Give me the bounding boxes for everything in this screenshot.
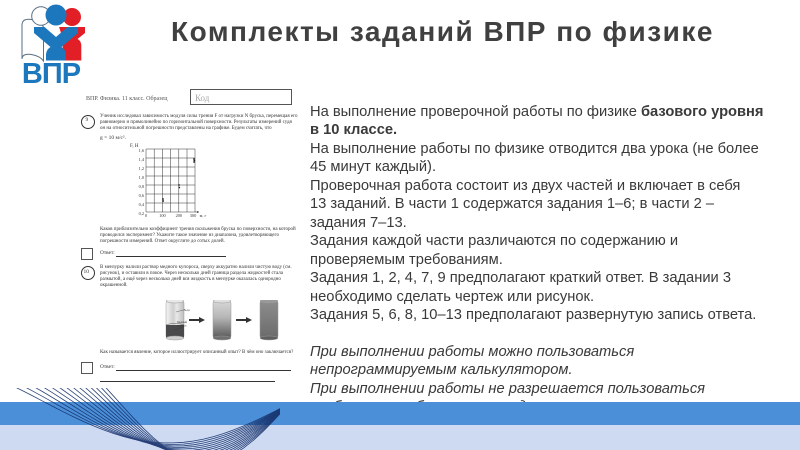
svg-text:0,4: 0,4 [139, 202, 145, 208]
svg-text:Вода: Вода [184, 308, 191, 312]
svg-text:0: 0 [145, 213, 147, 218]
svg-text:1,4: 1,4 [139, 157, 145, 163]
svg-text:0,6: 0,6 [139, 193, 145, 199]
svg-text:300: 300 [190, 213, 196, 218]
svg-text:купорос: купорос [177, 324, 187, 327]
svg-text:1,6: 1,6 [139, 148, 145, 154]
svg-text:F, Н: F, Н [130, 144, 139, 149]
svg-text:1,2: 1,2 [139, 166, 144, 172]
svg-text:100: 100 [159, 213, 165, 218]
svg-text:0,2: 0,2 [139, 211, 144, 217]
svg-text:м, г: м, г [200, 213, 207, 218]
svg-text:0,8: 0,8 [139, 184, 144, 190]
svg-text:200: 200 [176, 213, 182, 218]
svg-text:1,0: 1,0 [139, 175, 144, 181]
